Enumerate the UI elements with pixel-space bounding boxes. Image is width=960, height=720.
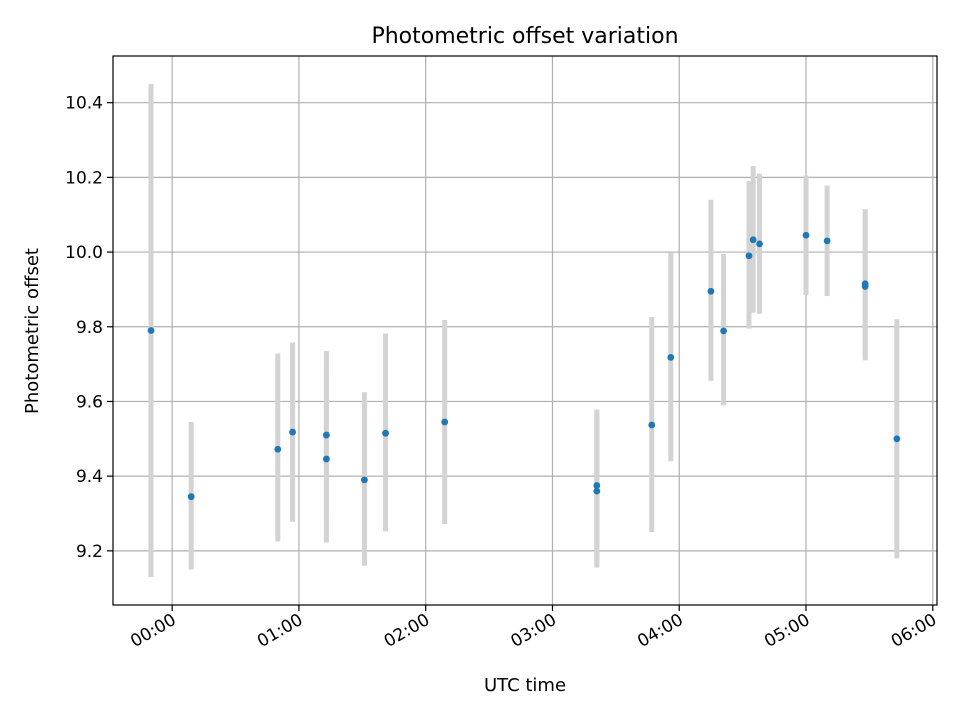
data-point xyxy=(707,287,715,295)
grid-layer xyxy=(113,56,937,605)
x-tick-label: 06:00 xyxy=(888,610,940,652)
error-bar-layer xyxy=(148,84,900,577)
data-point xyxy=(322,455,330,463)
x-tick-label: 05:00 xyxy=(761,610,813,652)
data-point xyxy=(441,418,449,426)
y-tick-label: 10.4 xyxy=(65,94,103,114)
chart-title: Photometric offset variation xyxy=(371,24,678,49)
y-tick-label: 9.8 xyxy=(76,318,103,338)
point-layer xyxy=(147,231,901,501)
x-tick-label: 04:00 xyxy=(634,610,686,652)
y-axis-label: Photometric offset xyxy=(22,248,43,414)
plot-frame xyxy=(112,55,938,606)
data-point xyxy=(667,353,675,361)
data-point xyxy=(382,429,389,437)
x-axis-ticks: 00:00 01:00 02:00 03:00 04:00 05:00 06:00 xyxy=(127,605,940,652)
y-axis-ticks: 9.2 9.4 9.6 9.8 10.0 10.2 10.4 xyxy=(65,94,113,562)
y-tick-label: 10.2 xyxy=(65,168,103,188)
y-tick-label: 9.2 xyxy=(76,542,103,562)
data-point xyxy=(593,487,601,495)
data-point xyxy=(648,421,656,429)
y-tick-label: 9.6 xyxy=(76,392,103,412)
data-point xyxy=(893,435,901,443)
data-point xyxy=(289,428,296,436)
data-point xyxy=(147,327,155,334)
data-point xyxy=(756,240,763,248)
x-tick-label: 01:00 xyxy=(254,610,306,652)
data-point xyxy=(593,482,601,489)
y-tick-label: 10.0 xyxy=(65,243,103,263)
y-tick-label: 9.4 xyxy=(76,467,103,487)
data-point xyxy=(187,493,195,501)
data-point xyxy=(745,252,753,260)
data-point xyxy=(274,445,282,453)
data-point xyxy=(749,236,757,244)
data-point xyxy=(322,431,330,439)
x-tick-label: 02:00 xyxy=(381,610,433,652)
data-point xyxy=(720,327,728,335)
data-point xyxy=(361,476,368,484)
data-point xyxy=(861,283,869,290)
data-point xyxy=(823,237,831,245)
x-tick-label: 03:00 xyxy=(508,610,560,652)
x-axis-label: UTC time xyxy=(484,675,566,696)
data-point xyxy=(802,231,810,239)
x-tick-label: 00:00 xyxy=(127,610,179,652)
